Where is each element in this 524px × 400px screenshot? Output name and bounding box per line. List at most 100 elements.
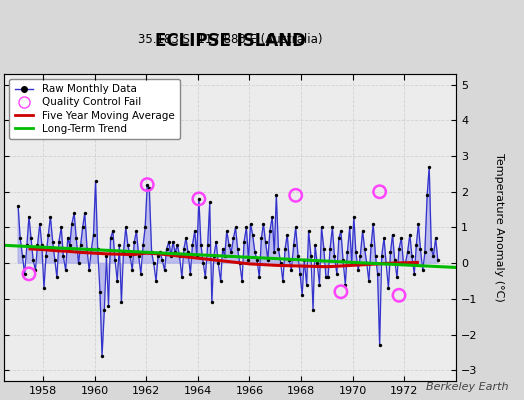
Point	[196, 242, 205, 248]
Point	[208, 299, 216, 306]
Point	[52, 274, 61, 281]
Point	[77, 242, 85, 248]
Point	[399, 260, 408, 266]
Point	[160, 267, 169, 274]
Point	[429, 253, 438, 259]
Point	[205, 199, 214, 206]
Point	[367, 242, 375, 248]
Point	[139, 242, 147, 248]
Point	[119, 249, 128, 256]
Point	[152, 278, 160, 284]
Point	[380, 235, 388, 241]
Point	[154, 253, 162, 259]
Point	[294, 253, 302, 259]
Point	[352, 249, 360, 256]
Point	[104, 303, 113, 309]
Point	[300, 256, 309, 263]
Point	[240, 238, 248, 245]
Point	[42, 253, 50, 259]
Point	[261, 238, 270, 245]
Point	[25, 214, 33, 220]
Point	[324, 274, 332, 281]
Y-axis label: Temperature Anomaly (°C): Temperature Anomaly (°C)	[494, 153, 504, 302]
Point	[250, 249, 259, 256]
Point	[347, 260, 356, 266]
Point	[230, 235, 238, 241]
Point	[337, 228, 345, 234]
Point	[246, 221, 255, 227]
Point	[195, 196, 203, 202]
Point	[158, 256, 167, 263]
Point	[272, 192, 280, 198]
Point	[188, 242, 196, 248]
Point	[425, 164, 433, 170]
Point	[304, 228, 313, 234]
Point	[283, 231, 291, 238]
Point	[135, 253, 143, 259]
Point	[266, 228, 274, 234]
Point	[235, 260, 244, 266]
Point	[98, 353, 106, 359]
Point	[223, 228, 231, 234]
Point	[270, 249, 278, 256]
Legend: Raw Monthly Data, Quality Control Fail, Five Year Moving Average, Long-Term Tren: Raw Monthly Data, Quality Control Fail, …	[9, 79, 180, 139]
Point	[54, 238, 63, 245]
Point	[225, 242, 233, 248]
Point	[257, 235, 266, 241]
Point	[143, 182, 151, 188]
Point	[46, 214, 54, 220]
Point	[49, 238, 57, 245]
Point	[281, 246, 289, 252]
Point	[242, 224, 250, 231]
Point	[289, 242, 298, 248]
Point	[143, 182, 151, 188]
Point	[201, 274, 210, 281]
Point	[358, 228, 367, 234]
Point	[122, 224, 130, 231]
Point	[248, 231, 257, 238]
Point	[408, 253, 416, 259]
Point	[167, 253, 175, 259]
Point	[149, 260, 158, 266]
Point	[126, 253, 134, 259]
Point	[341, 281, 350, 288]
Point	[93, 246, 102, 252]
Point	[132, 228, 140, 234]
Point	[384, 285, 392, 291]
Point	[34, 242, 42, 248]
Point	[322, 274, 330, 281]
Point	[431, 235, 440, 241]
Point	[68, 221, 76, 227]
Point	[141, 224, 149, 231]
Text: Berkeley Earth: Berkeley Earth	[426, 382, 508, 392]
Point	[180, 246, 188, 252]
Point	[395, 246, 403, 252]
Point	[291, 192, 300, 198]
Point	[291, 224, 300, 231]
Point	[156, 249, 165, 256]
Point	[268, 214, 277, 220]
Point	[203, 242, 212, 248]
Point	[18, 253, 27, 259]
Point	[212, 238, 221, 245]
Point	[27, 235, 35, 241]
Point	[221, 253, 229, 259]
Point	[412, 242, 420, 248]
Point	[309, 306, 317, 313]
Point	[369, 221, 377, 227]
Point	[363, 260, 371, 266]
Point	[277, 260, 285, 266]
Point	[318, 224, 326, 231]
Point	[315, 281, 324, 288]
Point	[14, 203, 23, 209]
Point	[85, 267, 93, 274]
Point	[186, 271, 194, 277]
Point	[356, 253, 365, 259]
Point	[106, 235, 115, 241]
Point	[111, 256, 119, 263]
Point	[397, 235, 406, 241]
Point	[74, 260, 83, 266]
Point	[36, 221, 44, 227]
Point	[345, 224, 354, 231]
Point	[406, 231, 414, 238]
